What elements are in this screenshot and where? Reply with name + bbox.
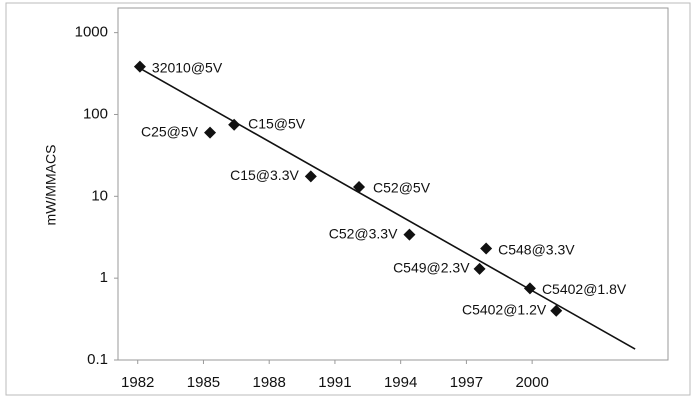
point: [550, 304, 563, 317]
point-label: C15@5V: [248, 115, 306, 131]
point: [204, 126, 217, 139]
y-tick-label: 1: [100, 269, 108, 286]
point: [228, 118, 241, 131]
x-tick-label: 1988: [253, 374, 286, 391]
point-label: C5402@1.8V: [542, 281, 627, 297]
x-tick-label: 1985: [187, 374, 220, 391]
y-tick-label: 10: [91, 187, 108, 204]
x-tick-label: 1991: [318, 374, 351, 391]
point: [133, 60, 146, 73]
trend-line: [137, 66, 636, 350]
point-label: C25@5V: [141, 123, 199, 139]
y-tick-label: 100: [83, 105, 108, 122]
point-label: C5402@1.2V: [462, 301, 547, 317]
x-tick-label: 1994: [384, 374, 417, 391]
point: [523, 282, 536, 295]
point-label: C548@3.3V: [498, 241, 575, 257]
y-axis-label: mW/MMACS: [43, 145, 59, 226]
point-label: C549@2.3V: [393, 260, 470, 276]
y-tick-label: 1000: [75, 24, 108, 41]
point-label: C52@5V: [373, 180, 431, 196]
outer-frame: [5, 2, 691, 396]
point: [473, 262, 486, 275]
plot-frame: [117, 7, 669, 361]
point: [304, 170, 317, 183]
x-tick-label: 1997: [450, 374, 483, 391]
x-tick-label: 2000: [515, 374, 548, 391]
point-label: 32010@5V: [152, 59, 223, 75]
point: [480, 242, 493, 255]
point-label: C52@3.3V: [329, 225, 398, 241]
point: [403, 228, 416, 241]
point-label: C15@3.3V: [230, 167, 299, 183]
point: [353, 180, 366, 193]
y-tick-label: 0.1: [87, 351, 108, 368]
x-tick-label: 1982: [121, 374, 154, 391]
